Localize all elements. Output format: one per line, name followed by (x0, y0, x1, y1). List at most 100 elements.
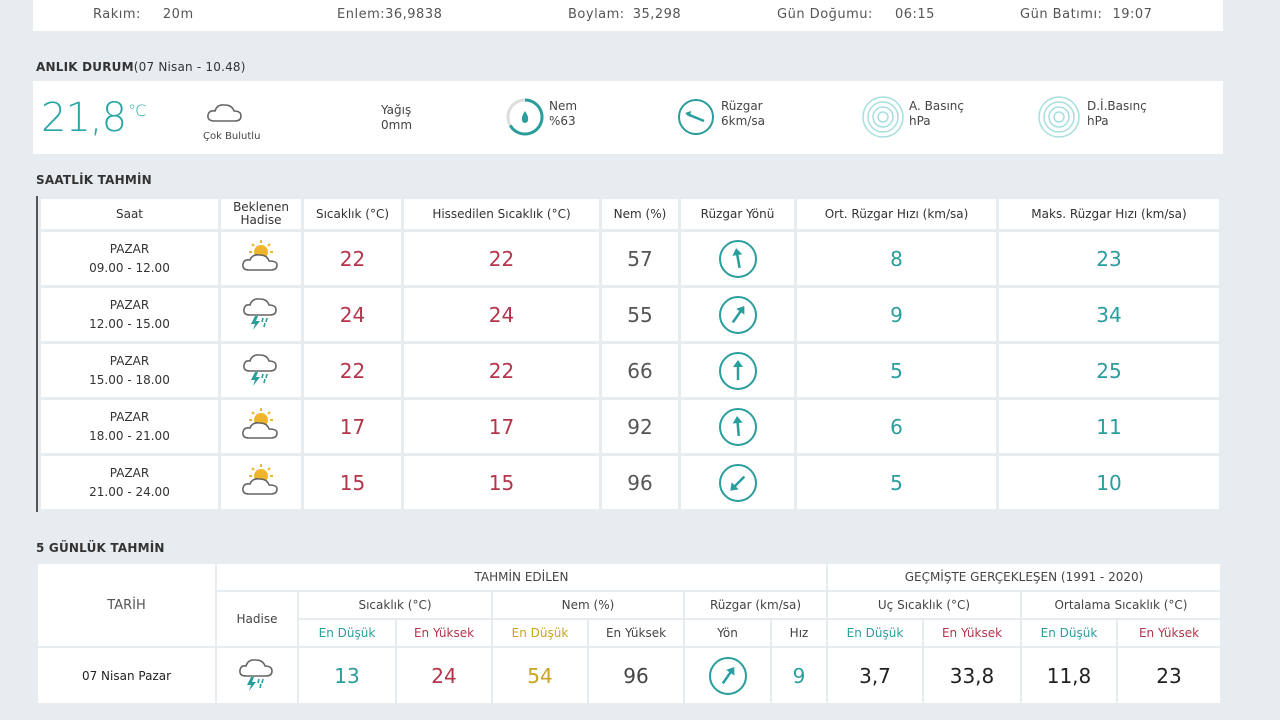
sub-hum-low: En Düşük (493, 620, 587, 646)
wind-direction-icon (718, 463, 757, 502)
col-daily-event: Hadise (217, 592, 297, 646)
daily-date: 07 Nisan Pazar (38, 648, 215, 703)
current-section-title: ANLIK DURUM(07 Nisan - 10.48) (36, 60, 246, 74)
hourly-time: PAZAR 12.00 - 15.00 (41, 288, 218, 341)
latitude: Enlem:36,9838 (337, 7, 443, 22)
sea-pressure-icon (1038, 96, 1080, 138)
hourly-header-row: Saat Beklenen Hadise Sıcaklık (°C) Hissed… (41, 199, 1219, 229)
hourly-humidity: 55 (602, 288, 678, 341)
hourly-wind-dir (681, 288, 794, 341)
col-extreme-temp: Uç Sıcaklık (°C) (828, 592, 1020, 618)
wind-direction-icon (718, 351, 757, 390)
hourly-row: PAZAR 12.00 - 15.00 24 24 55 9 34 (41, 288, 1219, 341)
daily-temp-high: 24 (397, 648, 491, 703)
hourly-humidity: 57 (602, 232, 678, 285)
thunderstorm-icon (241, 297, 281, 335)
hourly-forecast-table: Saat Beklenen Hadise Sıcaklık (°C) Hissed… (36, 196, 1222, 512)
col-daily-humidity: Nem (%) (493, 592, 683, 618)
col-temp: Sıcaklık (°C) (304, 199, 401, 229)
daily-event (217, 648, 297, 703)
hourly-max-wind: 34 (999, 288, 1219, 341)
sub-ext-high: En Yüksek (924, 620, 1020, 646)
hourly-avg-wind: 5 (797, 456, 996, 509)
hourly-feels: 22 (404, 344, 599, 397)
history-group-header: GEÇMİŞTE GERÇEKLEŞEN (1991 - 2020) (828, 564, 1220, 590)
hourly-max-wind: 11 (999, 400, 1219, 453)
col-time: Saat (41, 199, 218, 229)
hourly-avg-wind: 8 (797, 232, 996, 285)
cloudy-icon (207, 104, 242, 122)
sub-ext-low: En Düşük (828, 620, 922, 646)
hourly-row: PAZAR 18.00 - 21.00 17 17 92 6 11 (41, 400, 1219, 453)
col-feels: Hissedilen Sıcaklık (°C) (404, 199, 599, 229)
thunderstorm-icon (237, 658, 277, 696)
hourly-humidity: 92 (602, 400, 678, 453)
col-wind-dir: Rüzgar Yönü (681, 199, 794, 229)
hourly-max-wind: 23 (999, 232, 1219, 285)
sub-avg-low: En Düşük (1022, 620, 1116, 646)
sunrise: Gün Doğumu: 06:15 (777, 7, 935, 22)
hourly-feels: 24 (404, 288, 599, 341)
sub-temp-low: En Düşük (299, 620, 395, 646)
wind-direction-icon (718, 239, 757, 278)
daily-avg-high: 23 (1118, 648, 1220, 703)
hourly-row: PAZAR 15.00 - 18.00 22 22 66 5 25 (41, 344, 1219, 397)
hourly-event (221, 344, 301, 397)
hourly-event (221, 456, 301, 509)
col-avg-temp: Ortalama Sıcaklık (°C) (1022, 592, 1220, 618)
hourly-row: PAZAR 09.00 - 12.00 22 22 57 8 23 (41, 232, 1219, 285)
pressure: A. Basınç hPa (909, 99, 965, 128)
hourly-feels: 22 (404, 232, 599, 285)
col-max-wind: Maks. Rüzgar Hızı (km/sa) (999, 199, 1219, 229)
hourly-temp: 22 (304, 344, 401, 397)
hourly-temp: 22 (304, 232, 401, 285)
current-conditions: 21,8 °C Çok Bulutlu Yağış 0mm Nem %63 Rüz… (33, 81, 1223, 154)
hourly-event (221, 232, 301, 285)
hourly-section-title: SAATLİK TAHMİN (36, 173, 152, 187)
col-daily-temp: Sıcaklık (°C) (299, 592, 491, 618)
hourly-wind-dir (681, 232, 794, 285)
current-temperature: 21,8 °C (41, 95, 146, 141)
hourly-avg-wind: 5 (797, 344, 996, 397)
rain: Yağış 0mm (381, 103, 413, 132)
hourly-time: PAZAR 18.00 - 21.00 (41, 400, 218, 453)
hourly-humidity: 66 (602, 344, 678, 397)
daily-hum-low: 54 (493, 648, 587, 703)
humidity-gauge-icon (506, 98, 544, 136)
col-daily-wind: Rüzgar (km/sa) (685, 592, 826, 618)
daily-avg-low: 11,8 (1022, 648, 1116, 703)
wind-direction-icon (718, 407, 757, 446)
sea-pressure: D.İ.Basınç hPa (1087, 99, 1147, 128)
forecast-group-header: TAHMİN EDİLEN (217, 564, 826, 590)
partly-cloudy-icon (239, 407, 283, 447)
daily-temp-low: 13 (299, 648, 395, 703)
wind-icon (678, 99, 714, 135)
hourly-avg-wind: 6 (797, 400, 996, 453)
hourly-wind-dir (681, 400, 794, 453)
hourly-temp: 17 (304, 400, 401, 453)
col-humidity: Nem (%) (602, 199, 678, 229)
hourly-max-wind: 10 (999, 456, 1219, 509)
daily-wind-dir (685, 648, 770, 703)
hourly-avg-wind: 9 (797, 288, 996, 341)
sub-wind-speed: Hız (772, 620, 826, 646)
daily-wind-speed: 9 (772, 648, 826, 703)
hourly-time: PAZAR 09.00 - 12.00 (41, 232, 218, 285)
hourly-humidity: 96 (602, 456, 678, 509)
hourly-feels: 17 (404, 400, 599, 453)
daily-hum-high: 96 (589, 648, 683, 703)
hourly-max-wind: 25 (999, 344, 1219, 397)
hourly-time: PAZAR 21.00 - 24.00 (41, 456, 218, 509)
sub-hum-high: En Yüksek (589, 620, 683, 646)
thunderstorm-icon (241, 353, 281, 391)
wind-direction-icon (708, 656, 747, 695)
hourly-temp: 24 (304, 288, 401, 341)
hourly-event (221, 288, 301, 341)
partly-cloudy-icon (239, 239, 283, 279)
hourly-wind-dir (681, 456, 794, 509)
daily-ext-low: 3,7 (828, 648, 922, 703)
pressure-icon (862, 96, 904, 138)
altitude: Rakım: 20m (93, 7, 194, 22)
sunset: Gün Batımı: 19:07 (1020, 7, 1153, 22)
partly-cloudy-icon (239, 463, 283, 503)
